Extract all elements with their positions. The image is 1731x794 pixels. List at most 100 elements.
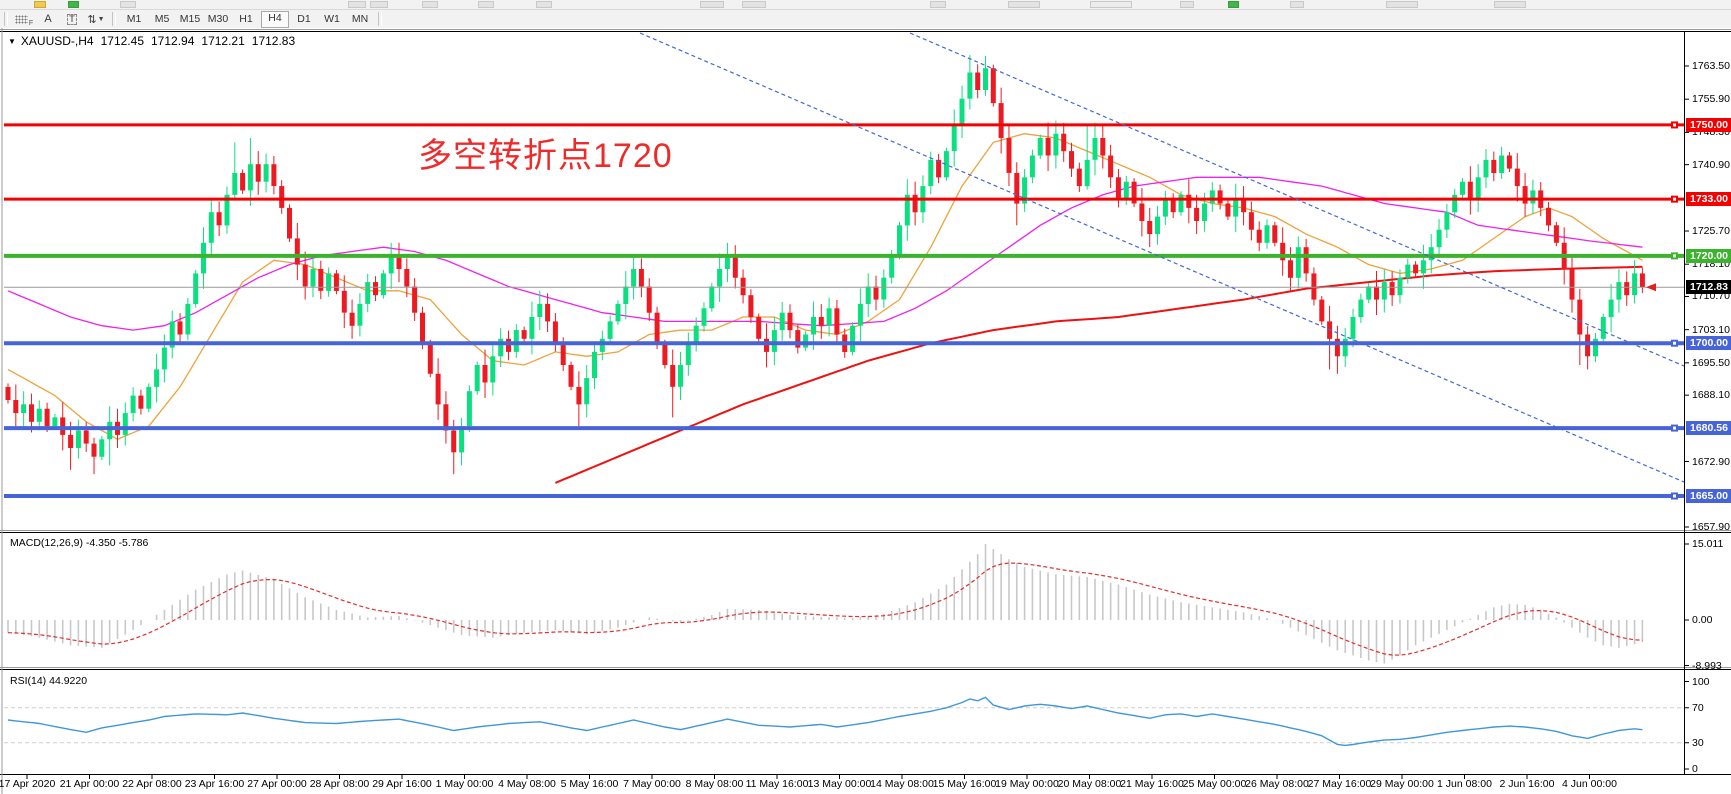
timeframe-M30[interactable]: M30 [207,12,229,25]
candle-body [568,365,574,387]
candle-body [216,212,222,226]
candle-body [1342,338,1348,357]
candle-body [928,159,934,187]
candle-body [631,269,637,287]
candle-body [193,273,199,304]
toolbar-button-partial[interactable] [536,1,552,8]
timeframe-MN[interactable]: MN [351,12,369,25]
candle-body [1577,299,1583,335]
chart-title: ▼ XAUUSD-,H4 1712.45 1712.94 1712.21 171… [8,34,302,48]
symbol-dropdown-icon[interactable]: ▼ [8,36,16,46]
candle-body [654,312,660,344]
trendlines-layer[interactable] [639,32,1685,483]
toolbar-button-partial[interactable] [1228,1,1239,8]
toolbar-button-partial[interactable] [1386,1,1418,8]
price-tick: 0.00 [1692,614,1713,626]
candle-body [779,312,785,331]
candle-body [1061,133,1067,152]
candle-body [1632,273,1638,296]
toolbar-button-partial[interactable] [1008,1,1040,8]
indicator-arrows-icon[interactable]: ⇅ ▼ [87,13,105,26]
candle-body [771,330,777,352]
candle-body [560,343,566,365]
candle-body [1022,177,1028,204]
candle-body [185,303,191,335]
price-tick: 1725.70 [1692,225,1730,238]
candle-body [36,408,42,422]
candle-body [1546,207,1551,226]
candle-body [482,365,488,383]
candle-body [709,286,715,309]
time-tick-label: 4 May 08:00 [498,778,556,790]
toolbar-button-partial[interactable] [422,1,438,8]
timeframe-H1[interactable]: H1 [239,12,253,25]
candle-body [1256,229,1262,243]
toolbar-button-partial[interactable] [1290,1,1304,8]
candle-body [1428,247,1434,261]
textbox-tool-icon[interactable]: T [67,13,77,25]
candle-body [412,286,418,313]
time-tick-label: 23 Apr 16:00 [184,778,245,790]
candle-body [592,351,597,379]
toolbar-button-partial[interactable] [478,1,494,8]
timeframe-W1[interactable]: W1 [324,12,340,25]
candle-body [1569,269,1575,300]
candle-body [161,347,167,370]
candle-body [1006,138,1012,173]
candle-body [380,273,386,296]
candle-body [764,338,769,352]
candle-body [287,207,292,239]
ma-slow [555,265,1643,484]
toolbar-button-partial[interactable] [742,1,766,8]
candle-body [1366,286,1372,300]
annotation-text[interactable]: 多空转折点1720 [418,137,673,175]
time-tick-label: 25 May 00:00 [1182,778,1247,790]
candle-body [834,308,840,335]
candle-body [1452,194,1458,213]
toolbar-button-partial[interactable] [930,1,946,8]
candle-body [787,312,793,331]
candle-body [1225,203,1231,217]
time-tick-label: 29 May 00:00 [1370,778,1434,790]
toolbar-button-partial[interactable] [1090,1,1132,8]
price-tick: 1657.90 [1692,520,1730,533]
candle-body [983,68,988,90]
candle-body [1233,199,1239,217]
toolbar-button-partial[interactable] [700,1,724,8]
candle-body [1069,151,1074,169]
descending-trendline-1[interactable] [639,32,1685,483]
toolbar-button-partial[interactable] [1494,1,1526,8]
toolbar-button-partial[interactable] [348,1,366,8]
candle-body [1608,299,1614,318]
rsi-layer [4,696,1684,747]
toolbar-button-partial[interactable] [68,1,79,8]
price-tick: 1703.10 [1692,323,1730,336]
timeframe-M5[interactable]: M5 [154,12,170,25]
timeframe-H4[interactable]: H4 [261,10,289,28]
descending-trendline-2[interactable] [909,32,1685,367]
toolbar-button-partial[interactable] [120,1,136,8]
main-toolbar-clipped[interactable] [0,0,1731,10]
candle-body [865,286,871,304]
price-tick: 30 [1692,736,1704,749]
text-tool-icon[interactable]: A [44,13,52,25]
candle-body [1514,168,1520,187]
price-tick: -8.993 [1692,659,1722,672]
timeframe-M1[interactable]: M1 [126,12,142,25]
candle-body [607,321,613,339]
toolbar-button-partial[interactable] [34,1,46,8]
ohlc-low: 1712.21 [201,34,245,48]
candle-body [498,338,504,357]
chart-area[interactable]: ▼ XAUUSD-,H4 1712.45 1712.94 1712.21 171… [0,28,1731,794]
candle-body [1334,338,1340,357]
timeframe-D1[interactable]: D1 [297,12,311,25]
chart-canvas[interactable] [0,28,1731,794]
macd-label: MACD(12,26,9) -4.350 -5.786 [10,537,149,549]
timeframe-M15[interactable]: M15 [179,12,201,25]
candle-body [1186,194,1192,208]
level-lines-layer[interactable] [4,121,1684,500]
crosshair-grid-icon[interactable]: F [13,12,35,27]
toolbar-button-partial[interactable] [370,1,388,8]
toolbar-button-partial[interactable] [1180,1,1194,8]
candle-body [1506,155,1512,169]
